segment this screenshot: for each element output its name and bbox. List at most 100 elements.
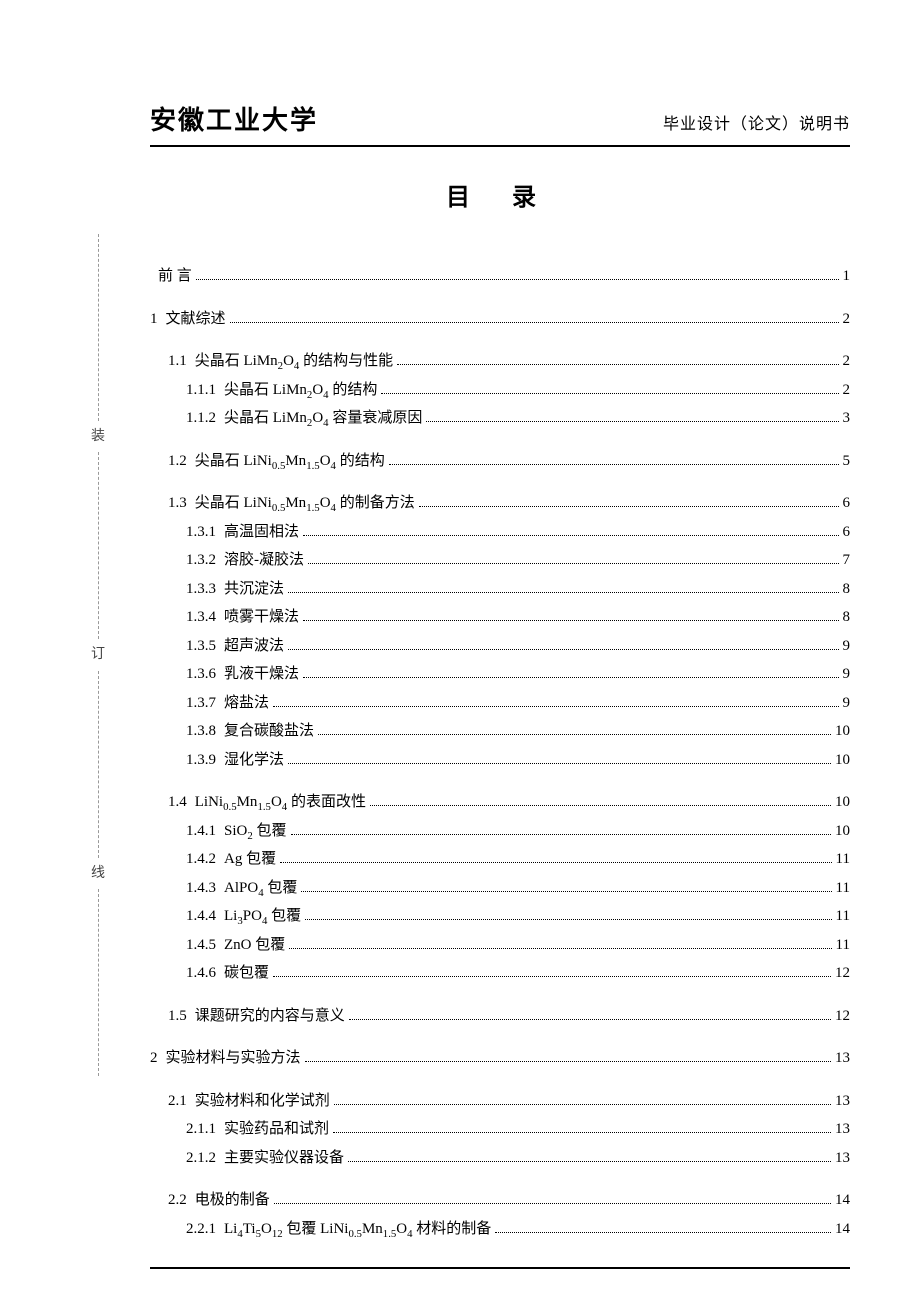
thesis-subtitle: 毕业设计（论文）说明书 (663, 110, 850, 134)
toc-entry-label: 尖晶石 LiMn2O4 的结构 (224, 376, 377, 405)
toc-entry: 1.3.3 共沉淀法8 (186, 575, 850, 604)
toc-entry: 1.4.2 Ag 包覆11 (186, 845, 850, 874)
toc-entry: 1.4.1 SiO2 包覆10 (186, 817, 850, 846)
toc-entry-number: 1.5 (168, 1002, 187, 1031)
toc-entry-label: Ag 包覆 (224, 845, 276, 874)
toc-leader-dots (303, 535, 838, 536)
toc-leader-dots (274, 1203, 831, 1204)
toc-leader-dots (196, 279, 839, 280)
toc-entry: 1.2尖晶石 LiNi0.5Mn1.5O4 的结构5 (168, 447, 850, 476)
toc-entry-page: 9 (843, 660, 851, 689)
toc-entry-page: 13 (835, 1144, 850, 1173)
toc-entry-label: LiNi0.5Mn1.5O4 的表面改性 (195, 788, 366, 817)
toc-entry-page: 6 (843, 489, 851, 518)
toc-entry-number: 1.3.5 (186, 632, 216, 661)
toc-entry-number: 1.4.5 (186, 931, 216, 960)
toc-entry-number: 1.4.3 (186, 874, 216, 903)
toc-entry-number: 2.1.1 (186, 1115, 216, 1144)
toc-entry-number: 1.2 (168, 447, 187, 476)
binding-line (98, 889, 99, 1076)
toc-list: 前 言11 文献综述21.1尖晶石 LiMn2O4 的结构与性能21.1.1 尖… (150, 262, 850, 1243)
toc-leader-dots (305, 919, 831, 920)
toc-leader-dots (273, 706, 838, 707)
toc-entry: 1.4.3 AlPO4 包覆11 (186, 874, 850, 903)
toc-leader-dots (288, 649, 838, 650)
toc-entry-label: 尖晶石 LiMn2O4 的结构与性能 (195, 347, 393, 376)
toc-entry-number: 1.3 (168, 489, 187, 518)
toc-entry-label: 共沉淀法 (224, 575, 284, 604)
toc-entry: 2.1.1 实验药品和试剂13 (186, 1115, 850, 1144)
toc-leader-dots (289, 948, 831, 949)
toc-entry-label: Li3PO4 包覆 (224, 902, 301, 931)
toc-entry-number: 2.1 (168, 1087, 187, 1116)
toc-entry-label: 前 言 (158, 262, 192, 291)
toc-heading: 目 录 (150, 177, 850, 212)
toc-entry: 1.3.4 喷雾干燥法8 (186, 603, 850, 632)
toc-leader-dots (397, 364, 838, 365)
toc-leader-dots (280, 862, 831, 863)
toc-entry: 1.3.8 复合碳酸盐法10 (186, 717, 850, 746)
toc-entry: 2.2 电极的制备14 (168, 1186, 850, 1215)
toc-entry-label: 主要实验仪器设备 (224, 1144, 344, 1173)
university-name: 安徽工业大学 (150, 100, 318, 137)
toc-entry-label: 碳包覆 (224, 959, 269, 988)
toc-entry-page: 13 (835, 1115, 850, 1144)
toc-entry: 前 言 1 (150, 262, 850, 291)
toc-entry-number: 1.4 (168, 788, 187, 817)
toc-entry-number: 1.3.1 (186, 518, 216, 547)
toc-entry-number: 1.1.2 (186, 404, 216, 433)
toc-entry-number: 1.3.3 (186, 575, 216, 604)
toc-entry-label: 超声波法 (224, 632, 284, 661)
page-footer-rule (150, 1267, 850, 1269)
binding-margin: 装 订 线 (88, 230, 108, 1080)
toc-entry-page: 2 (843, 305, 851, 334)
toc-entry-page: 11 (836, 902, 850, 931)
toc-leader-dots (301, 891, 831, 892)
toc-entry-page: 13 (835, 1044, 850, 1073)
toc-leader-dots (305, 1061, 831, 1062)
toc-leader-dots (303, 620, 838, 621)
toc-entry: 1.5课题研究的内容与意义12 (168, 1002, 850, 1031)
toc-leader-dots (291, 834, 831, 835)
toc-entry: 1 文献综述 2 (150, 305, 850, 334)
toc-entry-number: 1 (150, 305, 158, 334)
toc-leader-dots (370, 805, 831, 806)
binding-line (98, 452, 99, 639)
toc-entry-label: 高温固相法 (224, 518, 299, 547)
toc-leader-dots (288, 592, 838, 593)
toc-entry-page: 9 (843, 632, 851, 661)
toc-entry-page: 10 (835, 717, 850, 746)
toc-entry-number: 2 (150, 1044, 158, 1073)
toc-leader-dots (389, 464, 839, 465)
toc-leader-dots (381, 393, 838, 394)
toc-leader-dots (419, 506, 839, 507)
toc-entry-number: 1.3.9 (186, 746, 216, 775)
toc-entry-number: 1.4.4 (186, 902, 216, 931)
toc-leader-dots (318, 734, 831, 735)
toc-entry-page: 14 (835, 1186, 850, 1215)
toc-entry-label: 溶胶-凝胶法 (224, 546, 304, 575)
toc-entry-page: 11 (836, 845, 850, 874)
toc-leader-dots (349, 1019, 831, 1020)
toc-entry-page: 7 (843, 546, 851, 575)
toc-entry-label: SiO2 包覆 (224, 817, 287, 846)
toc-entry-number: 2.2 (168, 1186, 187, 1215)
toc-entry-label: 文献综述 (166, 305, 226, 334)
toc-entry-page: 2 (843, 376, 851, 405)
binding-char: 订 (91, 643, 105, 667)
toc-entry-page: 6 (843, 518, 851, 547)
toc-leader-dots (348, 1161, 831, 1162)
toc-entry-label: 尖晶石 LiNi0.5Mn1.5O4 的结构 (195, 447, 385, 476)
toc-entry-page: 13 (835, 1087, 850, 1116)
toc-entry-label: 熔盐法 (224, 689, 269, 718)
toc-entry-page: 1 (843, 262, 851, 291)
toc-entry: 1.3.5 超声波法 9 (186, 632, 850, 661)
toc-entry-page: 2 (843, 347, 851, 376)
toc-leader-dots (288, 763, 831, 764)
toc-entry: 2.1 实验材料和化学试剂13 (168, 1087, 850, 1116)
toc-entry-page: 10 (835, 746, 850, 775)
toc-entry: 1.3.9 湿化学法10 (186, 746, 850, 775)
toc-entry-number: 1.4.6 (186, 959, 216, 988)
toc-leader-dots (273, 976, 831, 977)
toc-entry: 1.3.7 熔盐法9 (186, 689, 850, 718)
